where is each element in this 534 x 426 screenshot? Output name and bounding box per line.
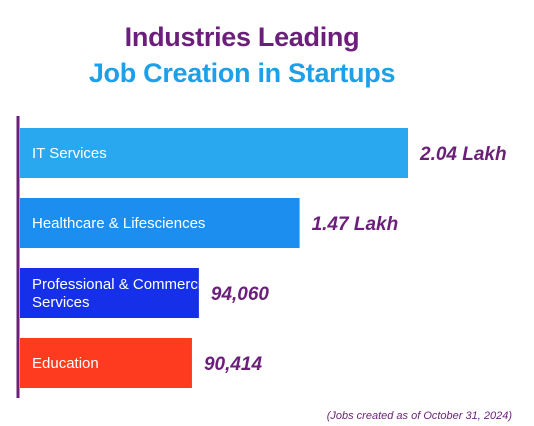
bar (20, 198, 300, 248)
category-label: Healthcare & Lifesciences (32, 215, 205, 232)
category-label: Professional & Commercial Services (32, 276, 213, 311)
chart-footnote: (Jobs created as of October 31, 2024) (326, 410, 512, 422)
bar (20, 268, 199, 318)
category-label: IT Services (32, 145, 107, 162)
bar (20, 128, 408, 178)
value-label: 1.47 Lakh (312, 214, 399, 235)
category-label: Education (32, 355, 99, 372)
chart-title-line1: Industries Leading (124, 22, 360, 52)
value-label: 90,414 (204, 354, 263, 375)
value-label: 2.04 Lakh (419, 144, 507, 165)
chart-title-line2: Job Creation in Startups (88, 58, 396, 88)
value-label: 94,060 (211, 284, 270, 305)
bar (20, 338, 192, 388)
